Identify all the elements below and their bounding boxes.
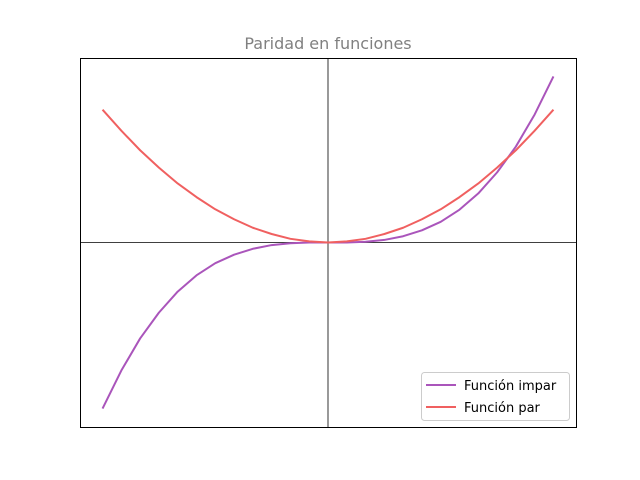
legend: Función impar Función par	[421, 372, 570, 421]
series-group	[101, 76, 555, 409]
series-line-even	[101, 108, 555, 244]
plot-area	[80, 58, 577, 428]
chart-title: Paridad en funciones	[244, 34, 411, 53]
legend-label-even: Función par	[464, 401, 541, 416]
legend-label-odd: Función impar	[464, 379, 557, 394]
legend-box	[421, 372, 570, 421]
